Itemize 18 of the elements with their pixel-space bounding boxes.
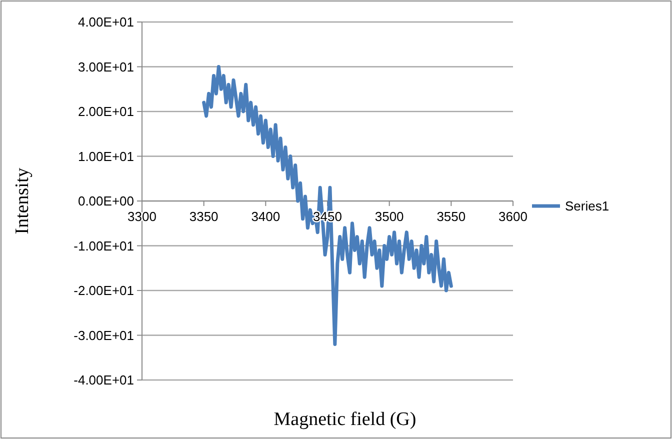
x-tick-label: 3300 [128,209,156,224]
y-tick-label: -4.00E+01 [74,372,134,388]
y-tick-label: 2.00E+01 [78,104,134,120]
y-tick-label: -1.00E+01 [74,238,134,254]
y-axis-title: Intensity [12,167,33,234]
y-tick-label: 0.00E+00 [78,194,134,209]
x-tick-label: 3350 [189,209,218,224]
x-tick-label: 3550 [436,209,466,224]
y-tick-label: 4.00E+01 [78,14,134,30]
y-tick-label: -2.00E+01 [74,283,134,298]
x-tick-label: 3500 [374,209,404,224]
x-tick-label: 3600 [498,209,528,224]
x-axis-title: Magnetic field (G) [274,409,416,430]
x-tick-label: 3400 [251,209,280,224]
y-tick-label: 3.00E+01 [78,59,134,74]
y-tick-label: 1.00E+01 [78,148,134,164]
legend-label: Series1 [565,198,610,214]
y-tick-label: -3.00E+01 [74,328,134,343]
